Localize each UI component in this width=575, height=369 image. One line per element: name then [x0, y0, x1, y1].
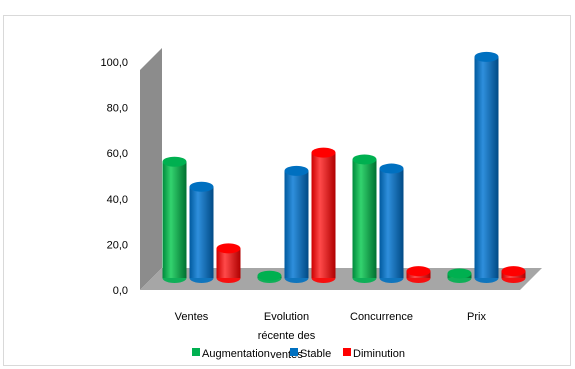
legend-item: Stable	[290, 348, 331, 360]
bar-diminution-3	[501, 266, 526, 283]
bar-body	[311, 152, 336, 278]
legend: Augmentation Stable Diminution	[192, 348, 405, 360]
bar-body	[189, 186, 214, 278]
legend-item: Augmentation	[192, 348, 270, 360]
bar-stable-2	[379, 163, 404, 283]
legend-swatch	[290, 348, 298, 356]
bar-diminution-2	[406, 266, 431, 283]
side-wall	[140, 48, 162, 290]
bar-cap	[189, 181, 214, 192]
legend-swatch	[343, 348, 351, 356]
bar-cap	[379, 163, 404, 174]
bar-cap	[501, 266, 526, 277]
legend-label: Diminution	[353, 348, 405, 360]
bar-augmentation-2	[352, 154, 377, 283]
bar-diminution-1	[311, 147, 336, 283]
bar-cap	[447, 268, 472, 279]
bar-cap	[257, 270, 282, 281]
bar-cap	[474, 51, 499, 62]
legend-label: Augmentation	[202, 348, 270, 360]
bars-layer	[162, 51, 526, 283]
legend-item: Diminution	[343, 348, 405, 360]
bar-augmentation-0	[162, 156, 187, 283]
bar-stable-0	[189, 181, 214, 283]
y-tick-label: 60,0	[107, 148, 128, 160]
y-tick-label: 100,0	[100, 57, 128, 69]
bar-cap	[311, 147, 336, 158]
bar-cap	[284, 165, 309, 176]
bar-diminution-0	[216, 243, 241, 283]
bar-body	[284, 170, 309, 278]
bar-body	[352, 159, 377, 278]
bar-augmentation-3	[447, 268, 472, 283]
bar-body	[379, 168, 404, 278]
bar-augmentation-1	[257, 270, 282, 283]
bar-body	[162, 161, 187, 278]
bar-cap	[406, 266, 431, 277]
bar-stable-3	[474, 51, 499, 283]
y-tick-label: 20,0	[107, 239, 128, 251]
x-tick-label: Prix	[467, 311, 486, 323]
y-tick-label: 40,0	[107, 194, 128, 206]
y-tick-label: 80,0	[107, 103, 128, 115]
bar-stable-1	[284, 165, 309, 283]
legend-label: Stable	[300, 348, 331, 360]
legend-swatch	[192, 348, 200, 356]
y-axis: 0,0 20,0 40,0 60,0 80,0 100,0	[100, 57, 128, 297]
bar-body	[474, 56, 499, 279]
y-tick-label: 0,0	[113, 285, 128, 297]
x-tick-label: Concurrence	[350, 311, 413, 323]
bar-cap	[352, 154, 377, 165]
bar-cap	[162, 156, 187, 167]
x-tick-label: Ventes	[175, 311, 209, 323]
bar-cap	[216, 243, 241, 254]
